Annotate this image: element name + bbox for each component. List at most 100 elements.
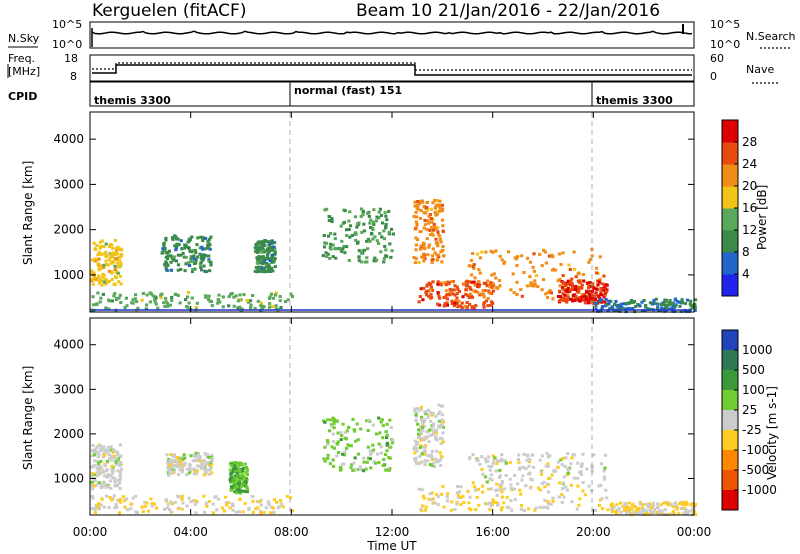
data-cell bbox=[102, 245, 106, 248]
data-cell bbox=[268, 242, 272, 245]
data-cell bbox=[254, 266, 258, 269]
data-cell bbox=[439, 464, 443, 467]
data-cell bbox=[674, 504, 678, 508]
data-cell bbox=[119, 461, 123, 464]
data-cell bbox=[687, 509, 691, 513]
data-cell bbox=[606, 508, 610, 512]
data-cell bbox=[95, 445, 99, 449]
data-cell bbox=[140, 298, 144, 302]
data-cell bbox=[570, 277, 574, 281]
data-cell bbox=[162, 244, 166, 247]
data-cell bbox=[243, 502, 247, 505]
data-cell bbox=[559, 458, 563, 462]
data-cell bbox=[99, 266, 103, 270]
data-cell bbox=[434, 237, 438, 241]
data-cell bbox=[602, 475, 606, 479]
data-cell bbox=[167, 473, 171, 477]
data-cell bbox=[489, 249, 493, 253]
data-cell bbox=[189, 255, 193, 259]
data-cell bbox=[600, 305, 605, 308]
data-cell bbox=[421, 494, 425, 498]
data-cell bbox=[96, 459, 100, 463]
colorbar-tick-label: 500 bbox=[742, 363, 765, 377]
data-cell bbox=[106, 280, 111, 284]
data-cell bbox=[544, 292, 548, 296]
data-cell bbox=[99, 460, 103, 463]
data-cell bbox=[234, 467, 238, 471]
data-cell bbox=[163, 305, 167, 308]
data-cell bbox=[604, 297, 608, 301]
data-cell bbox=[190, 259, 194, 263]
data-cell bbox=[188, 466, 192, 470]
data-cell bbox=[95, 258, 99, 262]
data-cell bbox=[450, 288, 454, 292]
data-cell bbox=[468, 495, 472, 499]
data-cell bbox=[345, 234, 349, 237]
data-cell bbox=[430, 413, 434, 417]
data-cell bbox=[440, 437, 444, 441]
data-cell bbox=[592, 453, 596, 457]
data-cell bbox=[110, 299, 114, 303]
data-cell bbox=[266, 249, 270, 253]
data-cell bbox=[651, 511, 655, 515]
data-cell bbox=[343, 251, 347, 255]
data-cell bbox=[550, 473, 554, 477]
data-cell bbox=[202, 494, 206, 498]
data-cell bbox=[166, 465, 170, 469]
data-cell bbox=[445, 297, 449, 301]
data-cell bbox=[179, 463, 183, 467]
data-cell bbox=[180, 507, 184, 511]
data-cell bbox=[335, 419, 339, 423]
data-cell bbox=[193, 267, 197, 271]
data-cell bbox=[254, 243, 258, 246]
frequency-series bbox=[92, 64, 692, 76]
data-cell bbox=[495, 482, 499, 486]
data-cell bbox=[387, 468, 391, 472]
data-cell bbox=[431, 501, 435, 505]
data-cell bbox=[494, 501, 498, 504]
data-cell bbox=[185, 305, 189, 308]
data-cell bbox=[388, 418, 392, 422]
data-cell bbox=[610, 509, 614, 513]
data-cell bbox=[174, 248, 178, 252]
data-cell bbox=[467, 457, 472, 461]
data-cell bbox=[261, 247, 265, 251]
data-cell bbox=[436, 302, 440, 306]
data-cell bbox=[371, 228, 375, 231]
data-cell bbox=[579, 473, 584, 476]
data-cell bbox=[414, 413, 418, 417]
data-cell bbox=[230, 502, 235, 506]
data-cell bbox=[422, 226, 426, 230]
data-cell bbox=[476, 459, 480, 463]
data-cell bbox=[604, 283, 608, 287]
data-cell bbox=[413, 261, 418, 265]
data-cell bbox=[413, 445, 417, 449]
data-cell bbox=[118, 473, 122, 477]
data-cell bbox=[440, 413, 444, 417]
data-cell bbox=[429, 282, 433, 286]
data-cell bbox=[420, 452, 424, 456]
colorbar-tick-label: 100 bbox=[742, 383, 765, 397]
data-cell bbox=[354, 238, 358, 242]
data-cell bbox=[269, 511, 273, 515]
data-cell bbox=[460, 301, 464, 305]
data-cell bbox=[417, 487, 421, 491]
data-cell bbox=[100, 485, 105, 489]
data-cell bbox=[273, 265, 277, 269]
data-cell bbox=[116, 258, 120, 262]
data-cell bbox=[206, 246, 210, 250]
data-cell bbox=[603, 293, 607, 297]
data-cell bbox=[93, 259, 97, 263]
data-cell bbox=[233, 486, 237, 490]
data-cell bbox=[492, 458, 496, 462]
data-cell bbox=[540, 482, 544, 485]
data-cell bbox=[441, 431, 445, 435]
data-cell bbox=[238, 497, 242, 501]
data-cell bbox=[437, 255, 441, 259]
data-cell bbox=[111, 476, 115, 480]
freq-unit-label: [MHz] bbox=[8, 65, 40, 78]
data-cell bbox=[256, 249, 260, 253]
data-cell bbox=[99, 296, 103, 300]
data-cell bbox=[500, 458, 504, 462]
